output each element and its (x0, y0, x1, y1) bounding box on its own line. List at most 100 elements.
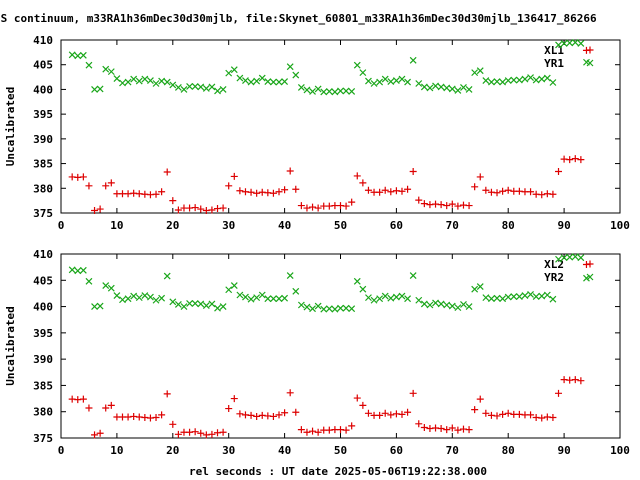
y-tick-label: 400 (33, 83, 53, 96)
data-point (499, 410, 507, 418)
data-point (493, 189, 501, 197)
data-point (286, 389, 294, 397)
data-point (476, 283, 484, 291)
data-point (571, 253, 579, 261)
data-point (236, 410, 244, 418)
data-point (437, 83, 445, 91)
data-point (448, 302, 456, 310)
data-point (348, 87, 356, 95)
data-point (208, 430, 216, 438)
legend-marker (586, 273, 594, 281)
data-point (147, 77, 154, 84)
data-point (68, 266, 76, 274)
data-point (297, 426, 305, 434)
data-point (286, 63, 294, 71)
x-tick-label: 60 (390, 219, 403, 232)
data-point (208, 206, 216, 214)
data-point (560, 40, 568, 47)
data-point (253, 189, 261, 197)
y-tick-label: 390 (33, 133, 53, 146)
data-point (443, 84, 451, 92)
data-point (415, 196, 423, 204)
figure-title: ES continuum, m33RA1h36mDec30d30mjlb, fi… (0, 12, 597, 25)
data-point (169, 298, 177, 306)
data-point (225, 69, 233, 77)
data-point (359, 69, 367, 77)
data-point (353, 61, 361, 69)
data-point (309, 427, 317, 435)
data-point (113, 292, 121, 299)
data-point (549, 79, 557, 86)
data-point (571, 155, 579, 163)
data-point (163, 78, 171, 86)
data-point (376, 411, 384, 419)
data-point (79, 395, 87, 403)
legend-label: XL1 (544, 44, 564, 57)
data-point (124, 295, 132, 303)
data-point (493, 412, 501, 420)
data-point (247, 78, 255, 86)
data-point (303, 428, 311, 436)
x-tick-label: 10 (110, 444, 123, 457)
y-tick-label: 405 (33, 274, 53, 287)
data-point (163, 272, 171, 280)
data-point (398, 292, 406, 300)
data-point (364, 186, 372, 194)
y-tick-label: 385 (33, 379, 53, 392)
data-point (398, 187, 406, 195)
data-point (538, 414, 546, 422)
data-point (314, 85, 322, 93)
y-tick-label: 385 (33, 158, 53, 171)
data-point (202, 302, 210, 309)
data-point (225, 286, 233, 294)
data-point (107, 179, 115, 187)
x-tick-label: 40 (278, 219, 291, 232)
data-point (415, 296, 423, 304)
data-point (476, 67, 484, 75)
data-point (555, 255, 562, 263)
data-point (79, 173, 87, 181)
x-axis-label: rel seconds : UT date 2025-05-06T19:22:3… (189, 465, 487, 478)
data-point (538, 292, 546, 300)
data-point (538, 75, 546, 83)
data-point (275, 188, 283, 196)
data-point (264, 78, 272, 85)
data-point (482, 77, 490, 84)
data-point (482, 294, 490, 302)
data-point (102, 182, 110, 190)
data-point (420, 300, 428, 308)
y-tick-label: 410 (33, 34, 53, 47)
data-point (258, 291, 266, 299)
data-point (91, 431, 99, 439)
data-point (420, 423, 428, 431)
data-point (152, 190, 160, 198)
data-point (527, 188, 535, 196)
y-axis-label: Uncalibrated (4, 87, 17, 166)
data-point (437, 201, 445, 209)
data-point (130, 75, 138, 83)
data-point (258, 74, 266, 82)
x-tick-label: 100 (610, 444, 630, 457)
data-point (460, 301, 467, 308)
data-point (432, 82, 439, 90)
data-point (79, 266, 87, 274)
data-point (376, 188, 384, 196)
data-point (359, 285, 367, 293)
data-point (197, 300, 205, 308)
data-point (230, 172, 238, 180)
y-tick-label: 410 (33, 248, 53, 261)
data-point (163, 168, 171, 176)
data-point (297, 202, 305, 210)
data-point (504, 293, 512, 301)
data-point (113, 75, 121, 82)
data-point (566, 39, 574, 47)
data-point (225, 405, 233, 413)
data-point (499, 78, 507, 86)
data-point (230, 282, 238, 289)
x-tick-label: 100 (610, 219, 630, 232)
data-point (426, 84, 434, 92)
data-point (504, 186, 512, 194)
data-point (337, 304, 344, 312)
data-point (242, 293, 249, 301)
data-point (571, 376, 579, 384)
